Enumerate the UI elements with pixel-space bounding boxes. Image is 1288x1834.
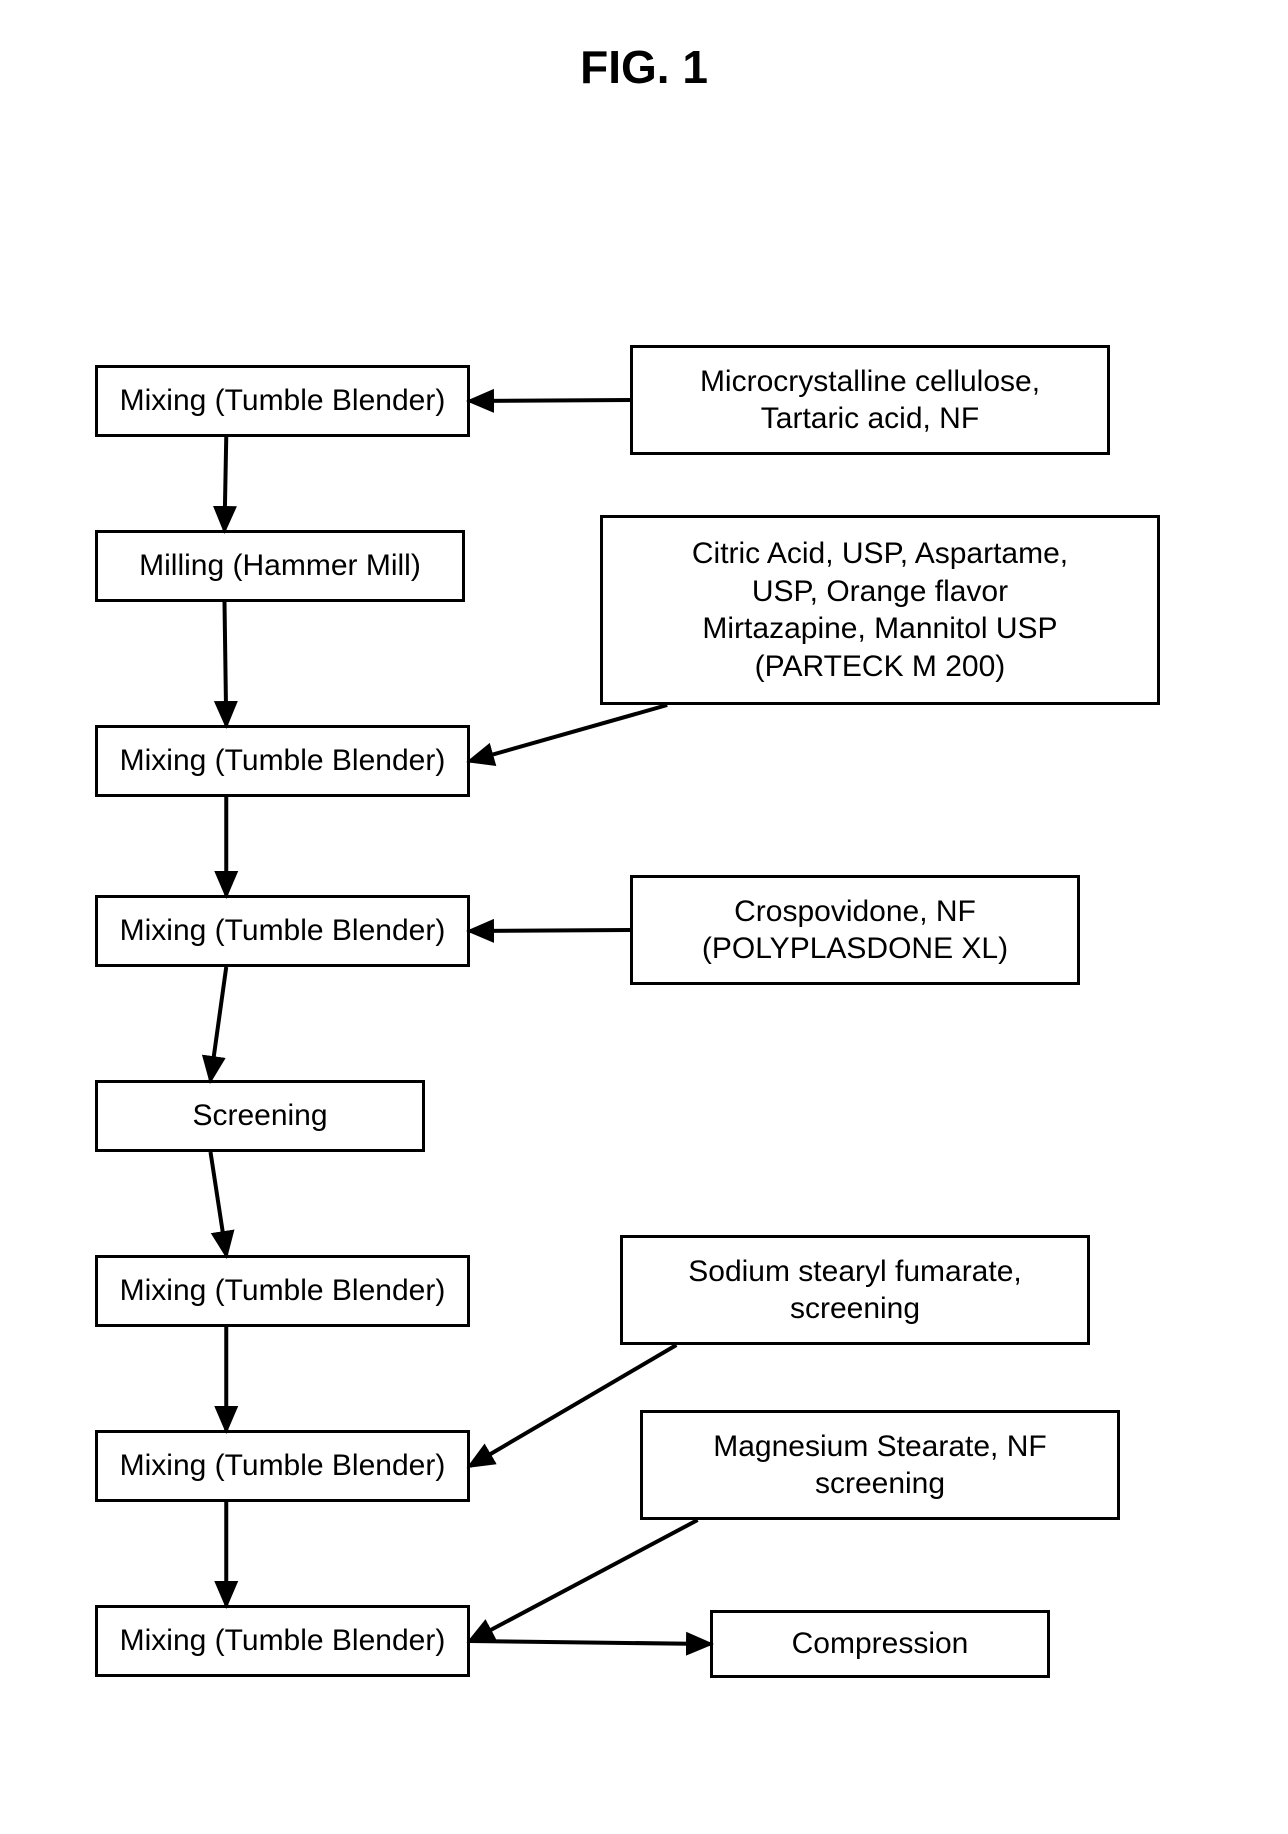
flowchart-node-mix1: Mixing (Tumble Blender) <box>95 365 470 437</box>
edge-screen-mix4 <box>211 1152 227 1255</box>
flowchart-node-label: Mixing (Tumble Blender) <box>120 912 446 950</box>
flowchart-node-mill: Milling (Hammer Mill) <box>95 530 465 602</box>
flowchart-node-label: Mixing (Tumble Blender) <box>120 742 446 780</box>
edge-ing1-mix1 <box>470 400 630 401</box>
flowchart-node-label: Mixing (Tumble Blender) <box>120 1272 446 1310</box>
flowchart-node-label: Crospovidone, NF (POLYPLASDONE XL) <box>702 893 1008 968</box>
flowchart-node-screen: Screening <box>95 1080 425 1152</box>
edge-mix3-screen <box>211 967 227 1080</box>
flowchart-node-ing2: Citric Acid, USP, Aspartame, USP, Orange… <box>600 515 1160 705</box>
flowchart-node-mix2: Mixing (Tumble Blender) <box>95 725 470 797</box>
flowchart-node-label: Mixing (Tumble Blender) <box>120 382 446 420</box>
flowchart-node-label: Milling (Hammer Mill) <box>139 547 421 585</box>
flowchart-node-label: Screening <box>192 1097 327 1135</box>
edge-mix1-mill <box>225 437 227 530</box>
flowchart-node-label: Mixing (Tumble Blender) <box>120 1447 446 1485</box>
flowchart-node-mix6: Mixing (Tumble Blender) <box>95 1605 470 1677</box>
flowchart-node-ing5: Magnesium Stearate, NF screening <box>640 1410 1120 1520</box>
flowchart-node-mix4: Mixing (Tumble Blender) <box>95 1255 470 1327</box>
flowchart-node-ing1: Microcrystalline cellulose, Tartaric aci… <box>630 345 1110 455</box>
flowchart-node-label: Citric Acid, USP, Aspartame, USP, Orange… <box>692 535 1068 685</box>
flowchart-node-label: Mixing (Tumble Blender) <box>120 1622 446 1660</box>
edge-mix6-comp <box>470 1641 710 1644</box>
edge-ing3-mix3 <box>470 930 630 931</box>
edge-ing2-mix2 <box>470 705 667 761</box>
flowchart-node-mix3: Mixing (Tumble Blender) <box>95 895 470 967</box>
flowchart-node-mix5: Mixing (Tumble Blender) <box>95 1430 470 1502</box>
flowchart-node-label: Magnesium Stearate, NF screening <box>713 1428 1046 1503</box>
edge-mill-mix2 <box>225 602 227 725</box>
flowchart-node-ing4: Sodium stearyl fumarate, screening <box>620 1235 1090 1345</box>
figure-title: FIG. 1 <box>0 40 1288 94</box>
flowchart-node-label: Sodium stearyl fumarate, screening <box>688 1253 1021 1328</box>
flowchart-node-label: Microcrystalline cellulose, Tartaric aci… <box>700 363 1040 438</box>
flowchart-node-label: Compression <box>792 1625 969 1663</box>
edge-ing5-mix6 <box>470 1520 698 1641</box>
flowchart-node-ing3: Crospovidone, NF (POLYPLASDONE XL) <box>630 875 1080 985</box>
flowchart-node-comp: Compression <box>710 1610 1050 1678</box>
